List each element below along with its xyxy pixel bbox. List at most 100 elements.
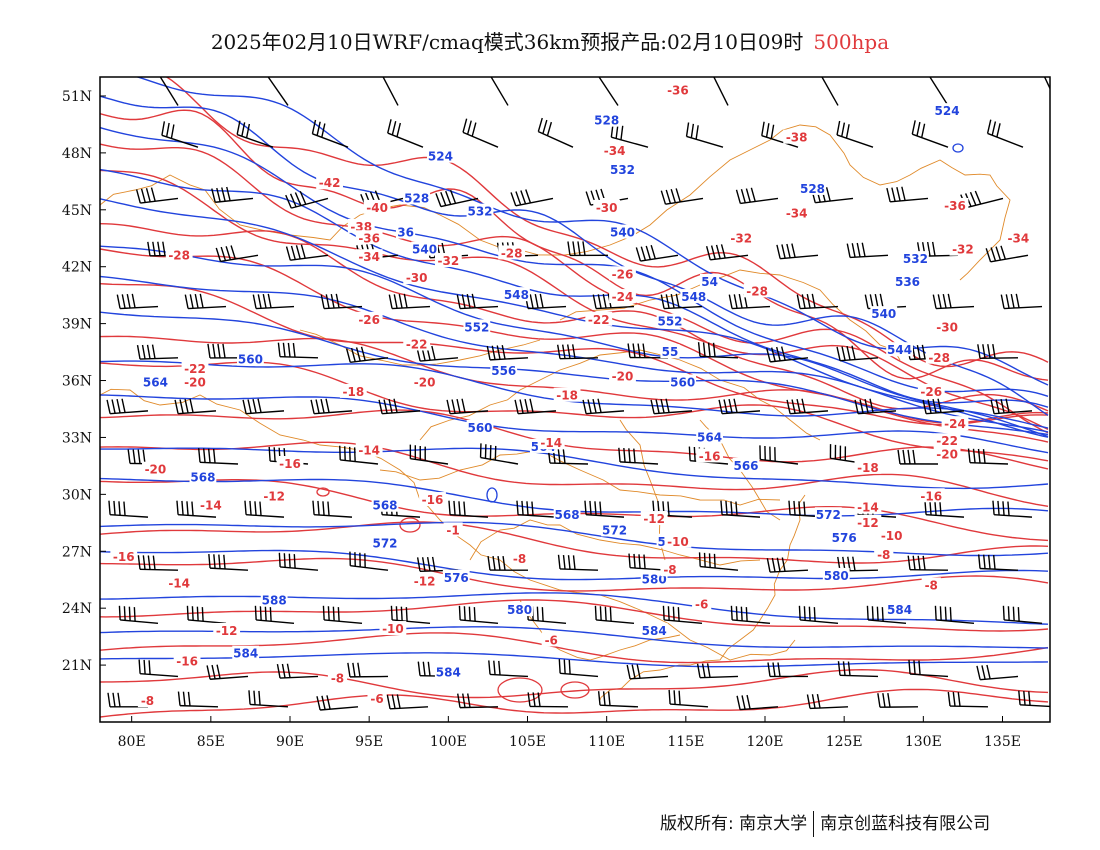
wind-barb-feather	[609, 607, 612, 622]
wind-barb	[907, 555, 949, 571]
wind-barb-feather	[287, 342, 291, 358]
wind-barb-feather	[330, 293, 335, 309]
wind-barb-staff	[890, 197, 929, 203]
wind-barb-staff	[387, 132, 424, 148]
height-contour-label: 552	[464, 320, 489, 334]
wind-barb-feather	[745, 188, 751, 203]
wind-barb-feather	[316, 696, 321, 711]
wind-barb-feather	[660, 398, 665, 414]
wind-barb-feather	[618, 447, 621, 462]
wind-barb-feather	[337, 607, 340, 622]
wind-barb-feather	[796, 398, 801, 414]
wind-barb-feather	[325, 398, 330, 413]
wind-barb-feather	[740, 188, 746, 203]
height-contour-label-bg	[609, 224, 636, 239]
wind-barb-feather	[733, 398, 738, 413]
wind-barb	[161, 121, 199, 148]
wind-barb-feather	[269, 607, 272, 622]
wind-barb-staff	[927, 77, 949, 106]
temperature-contour-label: -8	[663, 563, 676, 577]
wind-barb-feather	[781, 244, 786, 259]
height-contour-label-bg	[434, 664, 462, 679]
wind-barb-feather	[1005, 294, 1010, 309]
wind-barb-feather	[529, 398, 534, 413]
wind-barb-staff	[839, 674, 879, 678]
height-contour-label: 580	[824, 569, 849, 583]
wind-barb-feather	[128, 606, 131, 621]
height-contour-label-bg	[506, 602, 533, 617]
wind-barb-feather	[431, 345, 436, 360]
height-contour-label-bg	[371, 535, 399, 550]
wind-barb-feather	[458, 605, 461, 620]
wind-barb-feather	[650, 399, 655, 414]
wind-barb	[922, 398, 965, 415]
x-axis-ticks: 80E 85E 90E 95E 100E 105E 110E 115E 120E 125E 130E…	[118, 716, 1021, 750]
wind-barb-feather	[702, 342, 706, 357]
wind-barb	[242, 398, 285, 415]
wind-barb-feather	[759, 445, 761, 460]
wind-barb-staff	[559, 568, 599, 571]
wind-barb-feather	[208, 553, 211, 569]
wind-barb-feather	[116, 294, 121, 309]
wind-barb-feather	[113, 500, 116, 516]
wind-barb-feather	[897, 449, 901, 464]
wind-barb-feather	[316, 121, 321, 136]
wind-barb-staff	[630, 675, 669, 680]
wind-barb	[1018, 690, 1050, 708]
wind-barb-feather	[487, 555, 491, 571]
wind-barb-feather	[230, 245, 236, 260]
contour-labels: 5245285245285323654053253540528548548545…	[110, 82, 1032, 708]
wind-barb-staff	[800, 619, 839, 625]
wind-barb-feather	[566, 344, 571, 359]
wind-barb	[556, 344, 599, 360]
wind-barb-staff	[686, 135, 724, 148]
temperature-contour-line	[100, 169, 1049, 431]
wind-barb-feather	[117, 692, 121, 707]
wind-barb-staff	[549, 462, 589, 465]
wind-barb-feather	[137, 449, 141, 464]
wind-barb-feather	[322, 605, 325, 620]
wind-barb-feather	[990, 247, 997, 262]
wind-barb-feather	[818, 64, 831, 73]
height-contour-label: 572	[816, 508, 841, 522]
wind-barb-feather	[126, 293, 131, 309]
wind-barb-feather	[584, 500, 587, 515]
x-tick-label: 125E	[826, 734, 863, 750]
wind-barb-feather	[556, 344, 561, 359]
wind-barb-feather	[176, 500, 179, 515]
wind-barb	[339, 445, 379, 465]
border-line	[519, 599, 681, 661]
wind-barb-feather	[264, 606, 267, 621]
wind-barb-staff	[312, 133, 349, 148]
wind-barb-feather	[911, 120, 916, 135]
wind-barb	[435, 189, 479, 208]
height-contour-label-bg	[680, 289, 708, 304]
wind-barb	[846, 242, 889, 259]
wind-barb-staff	[279, 356, 319, 359]
height-contour-label: 548	[681, 290, 706, 304]
height-contour-label-bg	[902, 251, 929, 266]
wind-barb-feather	[199, 293, 204, 308]
wind-barb-staff	[314, 514, 353, 518]
height-contour-line	[100, 447, 1049, 490]
wind-barb-feather	[987, 554, 991, 570]
wind-barb-feather	[1041, 63, 1055, 71]
wind-barb-feather	[633, 553, 636, 569]
wind-barb-staff	[949, 705, 989, 708]
wind-barb-staff	[120, 619, 159, 625]
wind-barb-staff	[382, 514, 421, 518]
wind-barb-feather	[922, 555, 926, 571]
wind-barb-feather	[148, 660, 151, 675]
wind-barb-feather	[836, 120, 841, 136]
wind-barb-feather	[207, 448, 211, 463]
wind-barb-feather	[457, 693, 461, 708]
temperature-contour-label: -18	[556, 389, 578, 403]
temperature-contour-label-bg	[173, 653, 201, 668]
temperature-contour-label: -12	[643, 512, 665, 526]
wind-barb-feather	[678, 690, 681, 705]
wind-barb-feather	[289, 193, 297, 208]
wind-barb-staff	[120, 305, 159, 310]
wind-barb-staff	[732, 619, 771, 625]
wind-barb-staff	[700, 355, 739, 359]
pressure-level-label: 500hpa	[813, 30, 890, 54]
